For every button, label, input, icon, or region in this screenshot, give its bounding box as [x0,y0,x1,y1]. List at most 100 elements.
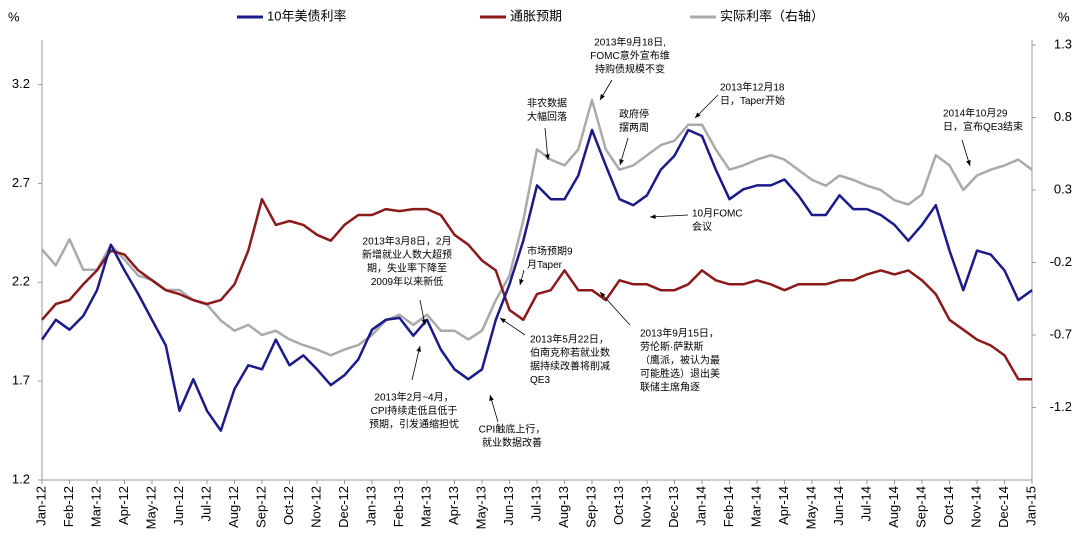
annotation-arrowhead [600,292,606,298]
x-tick-label: May-13 [473,486,488,529]
x-tick-label: Apr-12 [116,486,131,525]
annotation: CPI持续走低且低于 [371,404,458,417]
x-tick-label: Feb-14 [721,486,736,527]
y-tick-label: 2.2 [12,274,30,289]
annotation-arrowhead [695,112,701,118]
annotation: 劳伦斯·萨默斯 [640,340,703,353]
annotation: FOMC意外宣布维 [590,49,669,62]
x-tick-label: Mar-12 [88,486,103,527]
y-axis-unit: % [8,9,20,24]
series-line [41,98,1033,357]
x-tick-label: Jan-15 [1023,486,1038,526]
x-tick-label: Oct-13 [611,486,626,525]
x-tick-label: Jun-13 [501,486,516,526]
annotation-arrow [411,345,421,381]
annotation: 伯南克称若就业数 [530,346,610,359]
annotation: 日，Taper开始 [720,94,785,107]
annotation: 政府停 [619,108,649,121]
annotation-arrowhead [619,159,624,165]
y2-tick-label: 0.8 [1054,109,1072,124]
x-tick-label: Nov-14 [968,486,983,528]
y-tick-label: 1.7 [12,373,30,388]
annotation: 日，宣布QE3结束 [943,120,1023,133]
x-tick-label: Jan-12 [33,486,48,526]
annotation-arrowhead [545,154,550,160]
y2-tick-label: -0.2 [1050,254,1072,269]
annotation-arrowhead [519,279,524,285]
x-tick-label: Dec-14 [996,486,1011,528]
annotation: 2014年10月29 [943,107,1008,120]
x-tick-label: Jul-14 [858,486,873,521]
x-tick-label: Jun-14 [831,486,846,526]
legend-label: 10年美债利率 [267,8,346,23]
annotation-arrow [599,291,631,326]
series-line [40,128,1033,432]
annotation: 月Taper [527,259,563,271]
annotation: 2013年12月18 [720,81,785,94]
y2-tick-label: -1.2 [1050,399,1072,414]
annotation-arrowhead [650,214,656,220]
annotation: 联储主席角逐 [640,381,700,394]
annotation: 新增就业人数大超预 [362,248,452,261]
x-tick-label: Mar-13 [418,486,433,527]
annotation: 2013年2月~4月， [374,391,453,404]
annotation-arrowhead [600,94,605,100]
x-tick-label: Feb-13 [391,486,406,527]
y2-tick-label: 1.3 [1054,36,1072,51]
annotation: 持购债规模不变 [595,63,665,76]
x-tick-label: Nov-13 [638,486,653,528]
annotation: 大幅回落 [527,110,567,123]
x-tick-label: May-12 [143,486,158,529]
x-tick-label: Oct-12 [281,486,296,525]
annotation-arrowhead [416,346,422,352]
series-line [41,197,1032,381]
x-tick-label: Jan-13 [363,486,378,526]
annotation: 摆两周 [619,121,649,134]
annotation: QE3 [530,375,550,386]
annotation: 据持续改善将削减 [530,360,610,373]
annotation-arrowhead [421,319,427,325]
x-tick-label: Oct-14 [941,486,956,525]
legend-label: 实际利率（右轴） [720,8,824,23]
x-tick-label: Mar-14 [748,486,763,527]
x-tick-label: Nov-12 [308,486,323,528]
annotation-arrowhead [966,160,971,166]
x-tick-label: Jul-12 [198,486,213,521]
annotation: 10月FOMC [692,208,743,220]
annotation: 预期，引发通缩担忧 [369,418,459,431]
y2-axis-unit: % [1058,9,1070,24]
annotation: 2009年以来新低 [371,275,443,288]
y-tick-label: 2.7 [12,175,30,190]
x-tick-label: Aug-12 [226,486,241,528]
annotation: 可能胜选）退出美 [640,367,720,380]
annotation: （鹰派，被认为最 [640,354,720,367]
annotation: 市场预期9 [527,245,573,258]
annotation: 就业数据改善 [482,436,542,449]
annotation: CPI触底上行， [479,423,546,436]
x-tick-label: Apr-13 [446,486,461,525]
annotation: 2013年9月18日, [594,36,666,49]
x-tick-label: Dec-12 [336,486,351,528]
x-tick-label: Dec-13 [666,486,681,528]
x-tick-label: Feb-12 [61,486,76,527]
annotation: 2013年3月8日，2月 [363,235,452,248]
annotation-arrowhead [489,395,494,401]
y2-tick-label: -0.7 [1050,326,1072,341]
annotation: 2013年5月22日， [530,333,609,346]
x-tick-label: Jul-13 [528,486,543,521]
y-tick-label: 1.2 [12,471,30,486]
annotation: 2013年9月15日， [640,327,719,340]
annotation: 期，失业率下降至 [367,262,447,275]
x-tick-label: Jun-12 [171,486,186,526]
y2-tick-label: 0.3 [1054,181,1072,196]
x-tick-label: Aug-14 [886,486,901,528]
x-tick-label: Apr-14 [776,486,791,525]
annotation-arrowhead [500,318,506,324]
x-tick-label: Sep-12 [253,486,268,528]
annotation: 会议 [692,220,712,233]
annotation: 非农数据 [527,97,567,110]
annotation-arrow [649,214,689,218]
x-tick-label: Sep-14 [913,486,928,528]
x-tick-label: Jan-14 [693,486,708,526]
